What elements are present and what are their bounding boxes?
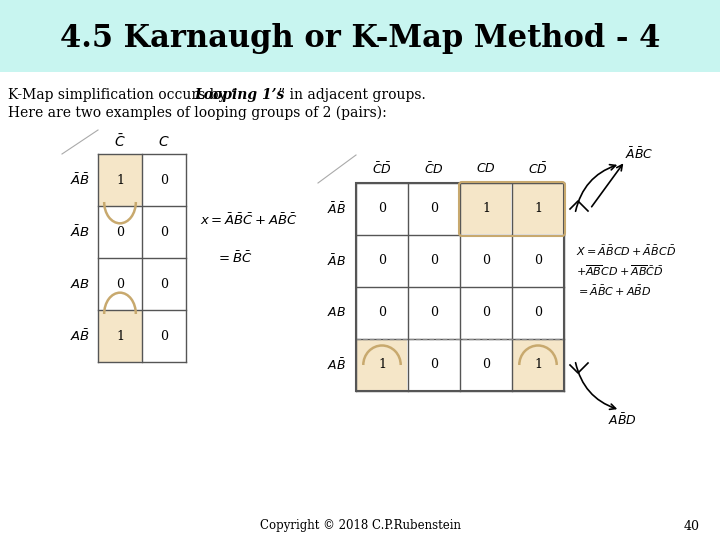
Text: 1: 1 bbox=[534, 359, 542, 372]
Text: Looping 1’s: Looping 1’s bbox=[194, 88, 284, 102]
Text: 1: 1 bbox=[116, 173, 124, 186]
Text: 0: 0 bbox=[378, 202, 386, 215]
Text: 0: 0 bbox=[378, 307, 386, 320]
Text: 0: 0 bbox=[160, 173, 168, 186]
Bar bbox=[357, 340, 407, 390]
Text: $\bar{A}B$: $\bar{A}B$ bbox=[70, 224, 90, 240]
Text: 0: 0 bbox=[430, 202, 438, 215]
Text: $\bar{C}\bar{D}$: $\bar{C}\bar{D}$ bbox=[372, 161, 392, 177]
Text: 0: 0 bbox=[116, 226, 124, 239]
Text: 0: 0 bbox=[116, 278, 124, 291]
Text: $X = \bar{A}\bar{B}CD + \bar{A}\bar{B}C\bar{D}$: $X = \bar{A}\bar{B}CD + \bar{A}\bar{B}C\… bbox=[576, 244, 676, 258]
Text: $= \bar{B}\bar{C}$: $= \bar{B}\bar{C}$ bbox=[216, 250, 253, 266]
Text: 4.5 Karnaugh or K-Map Method - 4: 4.5 Karnaugh or K-Map Method - 4 bbox=[60, 23, 660, 53]
Text: ” in adjacent groups.: ” in adjacent groups. bbox=[278, 88, 426, 102]
Text: 0: 0 bbox=[160, 226, 168, 239]
Text: 0: 0 bbox=[160, 329, 168, 342]
Text: $+ \overline{AB}CD + \overline{AB}\bar{C}\bar{D}$: $+ \overline{AB}CD + \overline{AB}\bar{C… bbox=[576, 263, 664, 278]
Bar bbox=[461, 184, 511, 234]
Text: 1: 1 bbox=[482, 202, 490, 215]
Text: $\bar{C}D$: $\bar{C}D$ bbox=[424, 161, 444, 177]
Text: $\bar{C}$: $\bar{C}$ bbox=[114, 133, 126, 151]
Text: 0: 0 bbox=[482, 254, 490, 267]
Bar bbox=[513, 340, 563, 390]
Text: $A\bar{B}$: $A\bar{B}$ bbox=[70, 328, 90, 344]
Text: 1: 1 bbox=[378, 359, 386, 372]
Text: 0: 0 bbox=[160, 278, 168, 291]
Text: $A\bar{B}$: $A\bar{B}$ bbox=[328, 357, 346, 373]
Text: 0: 0 bbox=[482, 359, 490, 372]
Text: 0: 0 bbox=[430, 254, 438, 267]
FancyBboxPatch shape bbox=[98, 310, 142, 362]
Text: $C\bar{D}$: $C\bar{D}$ bbox=[528, 161, 548, 177]
Text: $CD$: $CD$ bbox=[476, 163, 496, 176]
Text: Here are two examples of looping groups of 2 (pairs):: Here are two examples of looping groups … bbox=[8, 106, 387, 120]
Text: 0: 0 bbox=[482, 307, 490, 320]
Text: $\bar{A}\bar{B}$: $\bar{A}\bar{B}$ bbox=[70, 172, 90, 188]
Text: $\bar{A}\bar{B}$: $\bar{A}\bar{B}$ bbox=[328, 201, 346, 217]
Text: $\bar{A}\bar{B}C$: $\bar{A}\bar{B}C$ bbox=[625, 146, 654, 162]
Text: $x = \bar{A}\bar{B}\bar{C} + A\bar{B}\bar{C}$: $x = \bar{A}\bar{B}\bar{C} + A\bar{B}\ba… bbox=[200, 212, 297, 228]
Text: 0: 0 bbox=[430, 307, 438, 320]
Text: $\bar{A}B$: $\bar{A}B$ bbox=[328, 253, 346, 269]
Bar bbox=[0, 0, 720, 72]
Text: $A\bar{B}D$: $A\bar{B}D$ bbox=[608, 412, 636, 428]
Text: K-Map simplification occurs by ‘: K-Map simplification occurs by ‘ bbox=[8, 88, 235, 102]
Bar bbox=[356, 183, 564, 391]
Text: $C$: $C$ bbox=[158, 135, 170, 149]
Text: 1: 1 bbox=[116, 329, 124, 342]
Text: $AB$: $AB$ bbox=[328, 307, 346, 320]
FancyBboxPatch shape bbox=[98, 154, 142, 206]
Text: 0: 0 bbox=[378, 254, 386, 267]
Text: $AB$: $AB$ bbox=[70, 278, 90, 291]
Text: Copyright © 2018 C.P.Rubenstein: Copyright © 2018 C.P.Rubenstein bbox=[259, 519, 461, 532]
Text: $= \bar{A}\bar{B}C  + A\bar{B}D$: $= \bar{A}\bar{B}C + A\bar{B}D$ bbox=[576, 284, 652, 298]
Text: 0: 0 bbox=[534, 307, 542, 320]
Text: 1: 1 bbox=[534, 202, 542, 215]
Text: 40: 40 bbox=[684, 519, 700, 532]
Text: 0: 0 bbox=[534, 254, 542, 267]
Bar bbox=[513, 184, 563, 234]
Text: 0: 0 bbox=[430, 359, 438, 372]
